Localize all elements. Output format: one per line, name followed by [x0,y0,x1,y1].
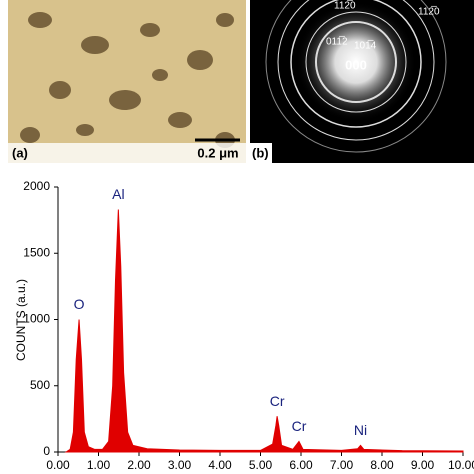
x-tick-label: 1.00 [87,458,111,472]
x-tick-label: 6.00 [289,458,313,472]
spot-label: 011̅2 [326,36,348,48]
x-tick-label: 5.00 [249,458,273,472]
x-tick-label: 7.00 [330,458,354,472]
y-tick-label: 1000 [23,312,50,326]
y-tick-label: 500 [30,378,50,392]
x-tick-label: 10.00 [448,458,474,472]
peak-label: O [74,296,85,312]
x-tick-label: 2.00 [127,458,151,472]
spot-label: 101̅4 [354,40,377,52]
y-tick-label: 1500 [23,245,50,259]
peak-label: Al [112,186,124,202]
label-strip [8,143,246,163]
x-tick-label: 9.00 [411,458,435,472]
label-strip [250,143,272,163]
y-tick-label: 0 [43,444,50,458]
scale-label: 0.2 μm [197,145,238,160]
micrograph [8,0,246,163]
center-label: 000 [345,57,367,72]
x-tick-label: 3.00 [168,458,192,472]
spot-label: 112̅0 [334,0,356,12]
peak-label: Cr [292,418,307,434]
panel-label: (b) [252,145,269,160]
y-tick-label: 2000 [23,179,50,193]
x-tick-label: 0.00 [46,458,70,472]
spot-label: 112̅0 [418,6,440,18]
rings [265,0,447,153]
panel-label: (a) [12,145,28,160]
spectrum [64,209,464,453]
peak-label: Ni [354,422,367,438]
halo [296,2,416,122]
x-tick-label: 8.00 [370,458,394,472]
y-axis-label: COUNTS (a.u.) [14,279,28,361]
peak-label: Cr [270,393,285,409]
x-tick-label: 4.00 [208,458,232,472]
